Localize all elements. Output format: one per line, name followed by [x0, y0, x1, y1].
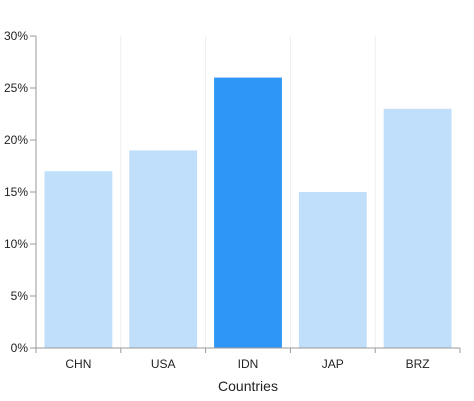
x-tick-label: USA	[151, 357, 176, 371]
bars	[44, 77, 452, 348]
x-axis-ticks: CHN USA IDN JAP BRZ	[35, 348, 461, 371]
y-tick-label: 15%	[4, 185, 28, 199]
bar-jap[interactable]	[298, 192, 367, 348]
bar-chn[interactable]	[44, 171, 113, 348]
bar-usa[interactable]	[129, 150, 198, 348]
x-axis-title: Countries	[218, 378, 278, 394]
x-tick-label: CHN	[65, 357, 91, 371]
y-tick-label: 0%	[11, 341, 29, 355]
bar-brz[interactable]	[383, 108, 452, 348]
y-tick-label: 5%	[11, 289, 29, 303]
y-axis-ticks: 0% 5% 10% 15% 20% 25% 30%	[4, 29, 36, 355]
x-tick-label: IDN	[238, 357, 259, 371]
y-tick-label: 10%	[4, 237, 28, 251]
y-tick-label: 25%	[4, 81, 28, 95]
y-tick-label: 20%	[4, 133, 28, 147]
x-tick-label: BRZ	[406, 357, 430, 371]
bar-idn[interactable]	[214, 77, 282, 348]
grid-lines	[120, 36, 376, 348]
x-tick-label: JAP	[322, 357, 344, 371]
y-tick-label: 30%	[4, 29, 28, 43]
